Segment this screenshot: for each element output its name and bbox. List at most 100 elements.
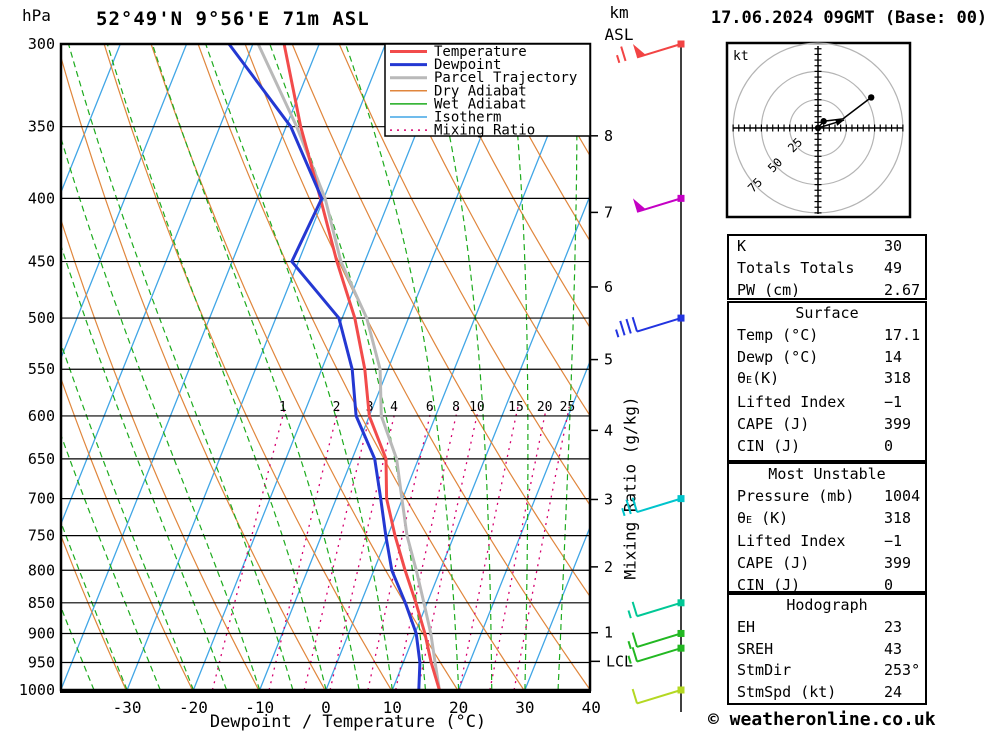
wind-barb — [632, 194, 685, 213]
svg-text:4: 4 — [604, 421, 613, 439]
table-header: Most Unstable — [768, 465, 886, 483]
table-row-value: 0 — [884, 436, 894, 455]
table-row: CIN (J) 0 — [729, 436, 925, 458]
table-row-label: CIN (J) — [737, 575, 801, 593]
isobars — [61, 126, 590, 664]
svg-text:2: 2 — [333, 400, 341, 415]
svg-text:8: 8 — [452, 400, 460, 415]
svg-text:Dewpoint: Dewpoint — [434, 57, 501, 73]
svg-text:850: 850 — [28, 594, 55, 612]
svg-text:25: 25 — [560, 400, 576, 415]
svg-text:0: 0 — [321, 698, 331, 717]
svg-text:Wet Adiabat: Wet Adiabat — [434, 96, 527, 112]
table-header: Hodograph — [786, 596, 868, 614]
pressure-tick-labels: 300 350 400 450 500 550 600 650 700 750 800 850 900 9… — [19, 35, 55, 699]
svg-text:750: 750 — [28, 527, 55, 545]
table-row-value: 17.1 — [884, 325, 921, 344]
svg-text:450: 450 — [28, 253, 55, 271]
table-surface: Surface Temp (°C) 17.1 Dewp (°C) 14 θE(K) 318 L… — [727, 301, 927, 462]
station-title: 52°49'N 9°56'E 71m ASL — [96, 8, 370, 30]
svg-text:10: 10 — [383, 698, 402, 717]
svg-text:40: 40 — [582, 698, 601, 717]
temperature-curve — [282, 44, 441, 690]
wind-barb — [621, 495, 685, 517]
table-hodograph: Hodograph EH 23 SREH 43 StmDir 253° StmSpd (kt)… — [727, 593, 927, 705]
svg-text:600: 600 — [28, 407, 55, 425]
run-date-title: 17.06.2024 09GMT (Base: 00) — [710, 8, 988, 28]
plot-border — [59, 42, 592, 693]
svg-text:1: 1 — [279, 400, 287, 415]
svg-text:15: 15 — [508, 400, 524, 415]
background-grid — [61, 44, 590, 690]
wind-barbs — [615, 40, 685, 712]
svg-text:5: 5 — [604, 351, 613, 369]
table-row: CAPE (J) 399 — [729, 553, 925, 575]
svg-text:400: 400 — [28, 189, 55, 207]
table-row-label: Pressure (mb) — [737, 486, 855, 505]
svg-text:7: 7 — [604, 203, 613, 221]
legend-item: Isotherm — [390, 110, 501, 126]
parcel-trajectory-curve — [256, 44, 441, 690]
svg-text:Temperature: Temperature — [434, 44, 527, 60]
table-row: Dewp (°C) 14 — [729, 347, 925, 369]
svg-text:550: 550 — [28, 360, 55, 378]
svg-text:30: 30 — [515, 698, 534, 717]
svg-text:800: 800 — [28, 561, 55, 579]
svg-text:-10: -10 — [245, 698, 274, 717]
svg-text:3: 3 — [604, 490, 613, 508]
table-row-value: 23 — [884, 617, 903, 636]
table-row: Totals Totals 49 — [729, 258, 925, 280]
isotherms — [61, 44, 590, 690]
table-row-label: Dewp (°C) — [737, 347, 819, 366]
wind-barb — [627, 644, 685, 664]
height-axis-unit-km: km — [609, 3, 629, 22]
table-row-label: SREH — [737, 639, 774, 658]
pressure-axis-unit: hPa — [22, 6, 51, 25]
table-row-value: 318 — [884, 369, 912, 388]
svg-text:650: 650 — [28, 450, 55, 468]
svg-text:10: 10 — [469, 400, 485, 415]
table-row-label: PW (cm) — [737, 280, 801, 299]
svg-text:kt: kt — [733, 49, 749, 64]
wind-barb — [615, 314, 685, 338]
table-row-label: StmSpd (kt) — [737, 683, 837, 702]
table-row-label: CAPE (J) — [737, 554, 810, 573]
svg-text:20: 20 — [537, 400, 553, 415]
table-row-value: −1 — [884, 532, 903, 551]
table-row-label: EH — [737, 617, 756, 636]
table-row-label: CAPE (J) — [737, 414, 810, 433]
temperature-tick-labels: -30 -20 -10 0 10 20 30 40 — [113, 698, 601, 717]
svg-text:Isotherm: Isotherm — [434, 110, 501, 126]
table-row-label: Lifted Index — [737, 532, 846, 551]
dewpoint-curve — [227, 44, 422, 690]
svg-text:6: 6 — [604, 278, 613, 296]
table-row-value: 30 — [884, 237, 903, 255]
legend-item: Dry Adiabat — [390, 83, 527, 99]
svg-text:500: 500 — [28, 309, 55, 327]
wet-adiabats — [61, 44, 578, 690]
table-row-value: 399 — [884, 414, 912, 433]
svg-text:Dry Adiabat: Dry Adiabat — [434, 83, 527, 99]
svg-text:-20: -20 — [179, 698, 208, 717]
svg-text:Parcel Trajectory: Parcel Trajectory — [434, 70, 577, 86]
table-row: SREH 43 — [729, 639, 925, 661]
table-row: θE (K) 318 — [729, 508, 925, 532]
table-row: Lifted Index −1 — [729, 392, 925, 414]
svg-text:300: 300 — [28, 35, 55, 53]
table-row-label: K — [737, 237, 747, 255]
table-row-label: Temp (°C) — [737, 325, 819, 344]
table-indices: K 30 Totals Totals 49 PW (cm) 2.67 — [727, 234, 927, 300]
table-row-label: θE (K) — [737, 508, 789, 527]
temperature-axis-label: Dewpoint / Temperature (°C) — [209, 712, 487, 732]
sounding-curves — [227, 44, 441, 690]
table-row-label: θE(K) — [737, 369, 780, 388]
table-row-value: 2.67 — [884, 280, 921, 299]
table-row-value: 14 — [884, 347, 903, 366]
table-row-value: 253° — [884, 661, 921, 680]
table-row-value: 49 — [884, 258, 903, 277]
table-row-value: 318 — [884, 508, 912, 527]
table-row-label: CIN (J) — [737, 436, 801, 455]
table-row: Temp (°C) 17.1 — [729, 325, 925, 347]
